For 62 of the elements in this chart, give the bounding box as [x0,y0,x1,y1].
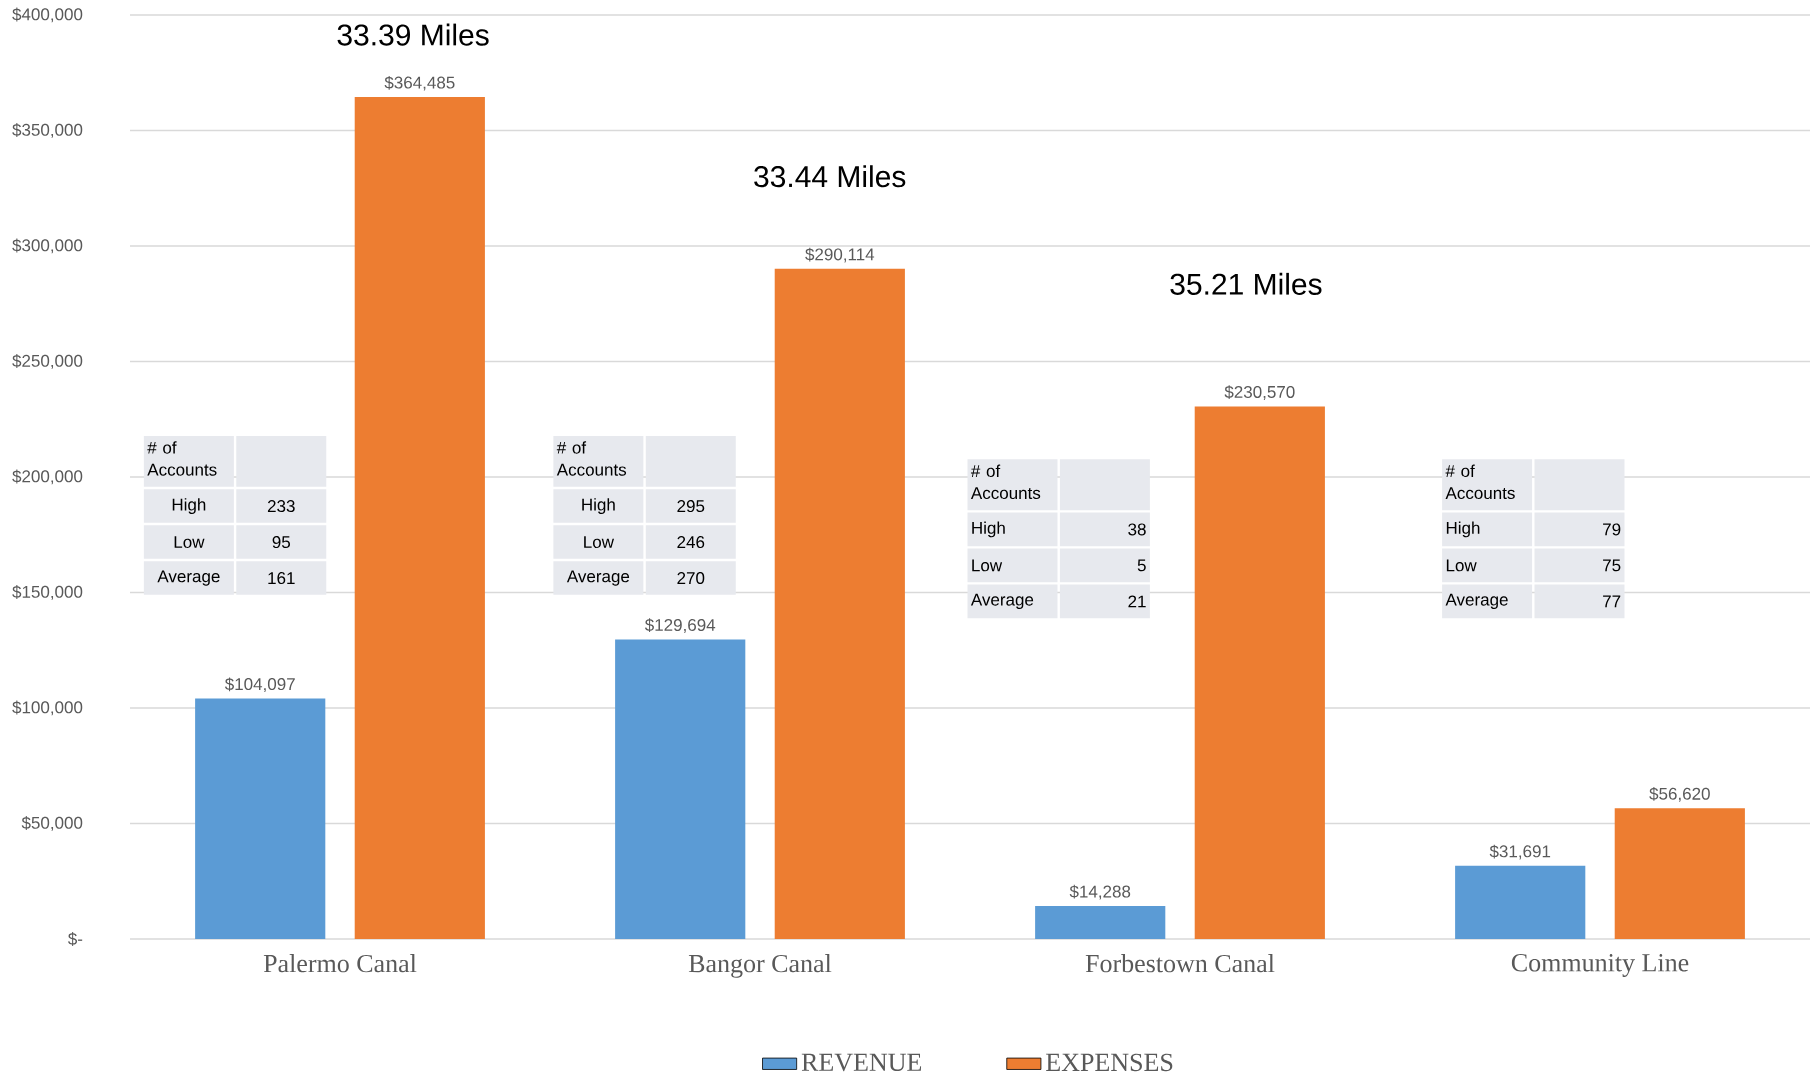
annotation: Average [157,570,220,586]
annotation: 295 [677,500,705,513]
x-tick-label: Bangor Canal [688,954,832,978]
bar [1614,808,1745,940]
data-label: $56,620 [1649,787,1710,802]
data-label: $31,691 [1489,844,1551,860]
annotation: 161 [268,572,295,585]
y-tick-label: $100,000 [12,700,83,716]
y-tick-label: $250,000 [12,354,83,369]
legend-label: REVENUE [801,1053,922,1072]
annotation: Average [1445,593,1508,610]
y-tick-label: $- [68,932,83,946]
bar [354,97,485,940]
bar [774,268,905,940]
y-tick-label: $400,000 [12,7,83,23]
annotation: # of Accounts [970,464,1041,500]
data-label: $129,694 [644,618,716,634]
annotation: 38 [1128,523,1146,536]
annotation: Low [972,559,1003,572]
annotation: High [1446,521,1480,538]
annotation: 77 [1603,595,1621,608]
bar [195,698,326,940]
y-tick-label: $50,000 [21,816,83,831]
annotation: 21 [1128,595,1146,608]
annotation: 246 [677,536,705,549]
annotation: High [582,498,615,515]
data-label: $290,114 [805,247,875,263]
annotation: Low [584,536,615,549]
x-tick-label: Forbestown Canal [1085,954,1275,973]
annotation: # of Accounts [147,441,217,476]
annotation: High [172,498,206,515]
bar [1035,906,1166,940]
bar [1455,865,1586,940]
annotation: 33.44 Miles [754,165,906,188]
x-tick-label: Palermo Canal [263,954,417,973]
y-tick-label: $300,000 [12,238,83,254]
bar [1194,406,1325,940]
y-tick-label: $350,000 [12,123,83,138]
data-label: $104,097 [224,677,295,693]
annotation: 270 [677,572,705,585]
annotation: 95 [272,536,291,549]
annotation: 233 [267,500,295,513]
annotation: 33.39 Miles [337,23,489,46]
annotation: Average [970,593,1034,610]
annotation: 5 [1137,559,1146,572]
annotation: Average [566,570,630,586]
bar [615,639,746,940]
annotation: # of Accounts [556,441,627,476]
annotation: High [972,521,1005,538]
annotation: 79 [1603,523,1621,536]
y-tick-label: $200,000 [12,469,83,485]
x-tick-label: Community Line [1511,954,1689,977]
annotation: Low [174,536,205,549]
legend-label: EXPENSES [1046,1053,1173,1072]
annotation: # of Accounts [1445,464,1515,500]
y-tick-label: $150,000 [12,585,83,600]
annotation: 35.21 Miles [1170,272,1322,295]
data-label: $230,570 [1224,385,1295,401]
annotation: 75 [1603,559,1621,572]
data-label: $14,288 [1069,884,1131,900]
annotation: Low [1446,559,1477,572]
data-label: $364,485 [384,75,455,91]
